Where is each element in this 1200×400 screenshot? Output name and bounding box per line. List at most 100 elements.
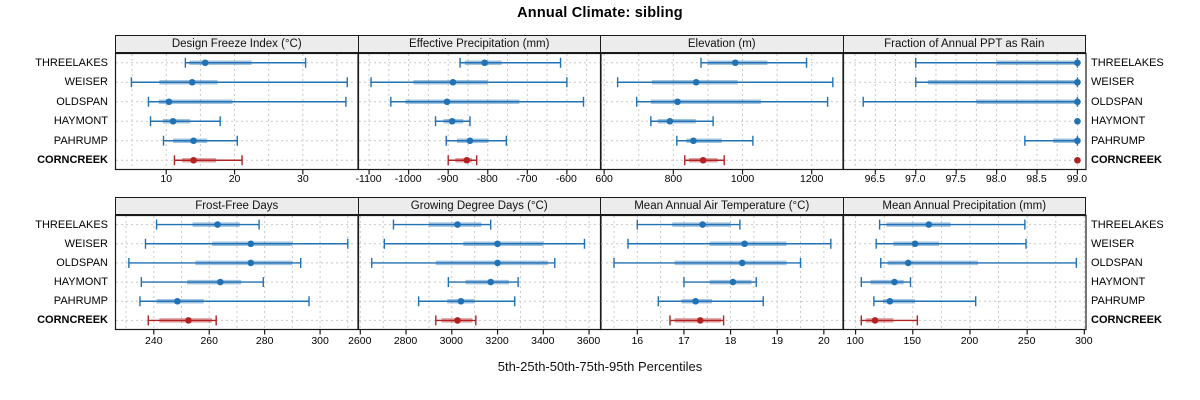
series-corncreek	[173, 155, 243, 166]
median-dot	[453, 221, 461, 228]
station-label-right-corncreek-row0: CORNCREEK	[1091, 154, 1162, 167]
series-oldspan	[635, 96, 829, 107]
median-dot	[214, 221, 221, 228]
panel-border	[357, 52, 602, 171]
median-dot	[190, 156, 197, 164]
panel-plot-effective-precipitation-mm	[357, 52, 602, 175]
series-pahrump	[162, 135, 238, 146]
median-dot	[890, 278, 898, 286]
median-dot	[731, 59, 739, 67]
series-pahrump	[872, 296, 976, 307]
panel-border	[842, 52, 1087, 171]
median-dot	[699, 156, 707, 164]
axis-tick-label-mean-annual-air-temperature-c: 17	[678, 335, 690, 347]
median-dot	[462, 156, 470, 164]
series-corncreek	[860, 315, 918, 326]
axis-tick-label-frost-free-days: 280	[255, 335, 274, 347]
series-haymont	[860, 277, 911, 288]
panel-plot-mean-annual-precipitation-mm	[842, 214, 1087, 335]
axis-tick-label-mean-annual-precipitation-mm: 250	[1017, 335, 1036, 347]
panel-title: Growing Degree Days (°C)	[410, 200, 548, 212]
axis-tick-label-fraction-of-annual-ppt-as-rain: 99.0	[1066, 173, 1088, 185]
axis-tick-label-mean-annual-air-temperature-c: 20	[818, 335, 830, 347]
axis-tick-label-frost-free-days: 300	[311, 335, 329, 347]
station-label-right-weiser-row0: WEISER	[1091, 76, 1135, 89]
median-dot	[1073, 156, 1081, 164]
median-dot	[871, 317, 878, 324]
station-label-right-pahrump-row1: PAHRUMP	[1091, 295, 1146, 308]
axis-tick-label-elevation-m: 1200	[800, 173, 824, 185]
station-label-left-oldspan-row1: OLDSPAN	[56, 256, 108, 269]
median-dot	[169, 117, 177, 125]
median-dot	[692, 78, 700, 86]
axis-tick-label-fraction-of-annual-ppt-as-rain: 96.5	[864, 173, 886, 185]
median-dot	[690, 137, 697, 145]
median-dot	[217, 278, 224, 286]
station-label-left-weiser-row0: WEISER	[64, 76, 108, 89]
station-label-left-threelakes-row1: THREELAKES	[35, 218, 108, 231]
median-dot	[188, 78, 196, 86]
station-label-right-oldspan-row1: OLDSPAN	[1091, 256, 1143, 269]
panel-strip-growing-degree-days-c: Growing Degree Days (°C)	[357, 197, 601, 215]
station-label-right-pahrump-row0: PAHRUMP	[1091, 134, 1146, 147]
panel-border	[357, 214, 602, 331]
series-corncreek	[446, 155, 477, 166]
axis-tick-label-elevation-m: 1000	[730, 173, 755, 185]
median-dot	[696, 317, 704, 324]
series-threelakes	[700, 57, 808, 68]
panel-plot-mean-annual-air-temperature-c	[599, 214, 844, 335]
series-pahrump	[139, 296, 310, 307]
axis-tick-label-fraction-of-annual-ppt-as-rain: 97.0	[905, 173, 926, 185]
series-haymont	[434, 116, 471, 127]
series-oldspan	[147, 96, 347, 107]
axis-tick-label-mean-annual-air-temperature-c: 19	[771, 335, 784, 347]
series-haymont	[683, 277, 757, 288]
axis-tick-label-mean-annual-precipitation-mm: 150	[903, 335, 922, 347]
median-dot	[466, 137, 473, 145]
median-dot	[493, 240, 501, 248]
series-oldspan	[389, 96, 584, 107]
axis-tick-label-mean-annual-precipitation-mm: 100	[846, 335, 864, 347]
series-pahrump	[445, 135, 507, 146]
median-dot	[247, 259, 255, 267]
panel-title: Mean Annual Precipitation (mm)	[882, 200, 1047, 212]
axis-tick-label-growing-degree-days-c: 3400	[531, 335, 555, 347]
panel-title: Fraction of Annual PPT as Rain	[884, 38, 1045, 50]
series-corncreek	[684, 155, 725, 166]
axis-tick-label-frost-free-days: 260	[200, 335, 218, 347]
median-dot	[692, 297, 699, 305]
median-dot	[699, 221, 706, 228]
series-haymont	[447, 277, 519, 288]
station-label-left-corncreek-row1: CORNCREEK	[37, 314, 108, 327]
median-dot	[738, 259, 746, 267]
median-dot	[886, 297, 893, 305]
axis-tick-label-fraction-of-annual-ppt-as-rain: 97.5	[945, 173, 966, 185]
axis-tick-label-effective-precipitation-mm: -700	[516, 173, 538, 185]
panel-title: Design Freeze Index (°C)	[171, 38, 302, 50]
station-label-left-pahrump-row0: PAHRUMP	[53, 134, 108, 147]
axis-tick-label-fraction-of-annual-ppt-as-rain: 98.5	[1026, 173, 1047, 185]
axis-tick-label-mean-annual-air-temperature-c: 18	[724, 335, 737, 347]
series-corncreek	[669, 315, 725, 326]
median-dot	[729, 278, 737, 286]
panel-plot-elevation-m	[599, 52, 844, 175]
series-oldspan	[613, 257, 802, 268]
axis-tick-label-mean-annual-precipitation-mm: 200	[960, 335, 979, 347]
median-dot	[185, 317, 192, 324]
axis-tick-label-growing-degree-days-c: 3000	[439, 335, 463, 347]
median-dot	[480, 59, 488, 67]
station-label-left-threelakes-row0: THREELAKES	[35, 56, 108, 69]
axis-tick-label-growing-degree-days-c: 2600	[348, 335, 372, 347]
station-label-left-haymont-row0: HAYMONT	[53, 115, 108, 128]
series-threelakes	[636, 219, 741, 230]
series-threelakes	[155, 219, 260, 230]
median-dot	[1073, 59, 1081, 67]
series-threelakes	[458, 57, 561, 68]
station-label-left-weiser-row1: WEISER	[64, 237, 108, 250]
series-weiser	[130, 77, 348, 88]
series-weiser	[144, 238, 349, 249]
series-pahrump	[676, 135, 754, 146]
panel-title: Frost-Free Days	[195, 200, 279, 212]
series-weiser	[874, 238, 1027, 249]
median-dot	[493, 259, 501, 267]
